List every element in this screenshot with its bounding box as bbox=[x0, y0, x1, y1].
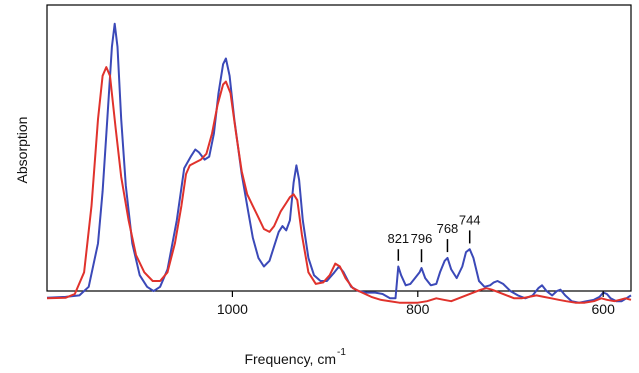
x-axis-title: Frequency, cm bbox=[244, 351, 336, 367]
x-tick-label-800: 800 bbox=[406, 301, 430, 317]
x-tick-label-600: 600 bbox=[592, 301, 616, 317]
x-axis-ticks: 1000 800 600 bbox=[217, 291, 615, 317]
annotation-label-744: 744 bbox=[459, 212, 481, 227]
plot-frame bbox=[46, 4, 632, 292]
annotation-label-821: 821 bbox=[387, 231, 409, 246]
series-layer bbox=[46, 22, 632, 304]
annotation-label-796: 796 bbox=[411, 231, 433, 246]
y-axis-title: Absorption bbox=[14, 117, 30, 184]
series-line-2 bbox=[46, 66, 632, 304]
series-line-1 bbox=[46, 22, 632, 304]
x-axis-title-superscript: -1 bbox=[337, 347, 346, 358]
x-tick-label-1000: 1000 bbox=[217, 301, 248, 317]
annotation-label-768: 768 bbox=[437, 221, 459, 236]
